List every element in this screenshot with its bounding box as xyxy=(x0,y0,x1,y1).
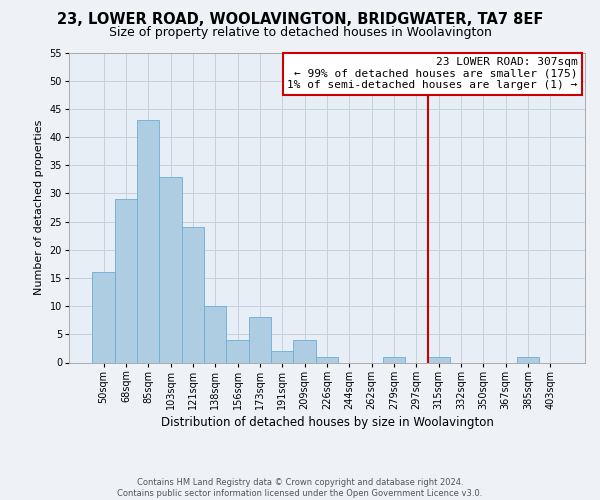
Bar xyxy=(92,272,115,362)
Bar xyxy=(115,199,137,362)
Bar xyxy=(137,120,160,362)
Bar xyxy=(293,340,316,362)
X-axis label: Distribution of detached houses by size in Woolavington: Distribution of detached houses by size … xyxy=(161,416,493,429)
Bar xyxy=(428,357,450,362)
Text: 23 LOWER ROAD: 307sqm
← 99% of detached houses are smaller (175)
1% of semi-deta: 23 LOWER ROAD: 307sqm ← 99% of detached … xyxy=(287,57,577,90)
Bar xyxy=(204,306,226,362)
Bar xyxy=(160,176,182,362)
Text: Contains HM Land Registry data © Crown copyright and database right 2024.
Contai: Contains HM Land Registry data © Crown c… xyxy=(118,478,482,498)
Text: 23, LOWER ROAD, WOOLAVINGTON, BRIDGWATER, TA7 8EF: 23, LOWER ROAD, WOOLAVINGTON, BRIDGWATER… xyxy=(57,12,543,28)
Bar xyxy=(182,227,204,362)
Bar xyxy=(316,357,338,362)
Bar xyxy=(249,318,271,362)
Bar xyxy=(383,357,405,362)
Bar xyxy=(271,351,293,362)
Bar xyxy=(226,340,249,362)
Y-axis label: Number of detached properties: Number of detached properties xyxy=(34,120,44,295)
Text: Size of property relative to detached houses in Woolavington: Size of property relative to detached ho… xyxy=(109,26,491,39)
Bar xyxy=(517,357,539,362)
